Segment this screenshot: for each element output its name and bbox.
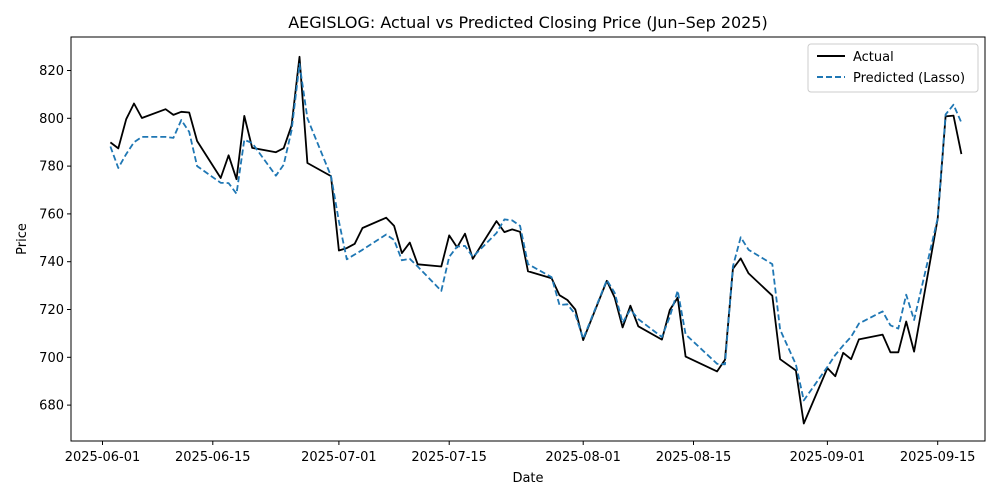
y-tick-label: 780 xyxy=(39,160,64,175)
x-tick-label: 2025-06-15 xyxy=(175,450,251,465)
x-tick-label: 2025-07-15 xyxy=(411,450,487,465)
legend-box xyxy=(807,43,979,93)
x-axis-label: Date xyxy=(512,471,543,486)
x-tick-label: 2025-06-01 xyxy=(65,450,141,465)
x-tick-label: 2025-07-01 xyxy=(301,450,377,465)
y-tick-label: 800 xyxy=(39,112,64,127)
y-tick-label: 760 xyxy=(39,207,64,222)
x-tick-label: 2025-08-15 xyxy=(656,450,732,465)
y-tick-label: 720 xyxy=(39,303,64,318)
legend-label-actual: Actual xyxy=(853,50,894,65)
x-tick-label: 2025-08-01 xyxy=(545,450,621,465)
legend-label-predicted: Predicted (Lasso) xyxy=(853,71,965,86)
y-tick-label: 740 xyxy=(39,255,64,270)
series-line-predicted-lasso xyxy=(109,63,963,402)
series-layer xyxy=(109,55,963,425)
x-tick-label: 2025-09-15 xyxy=(900,450,976,465)
legend: Actual Predicted (Lasso) xyxy=(807,43,979,93)
series-line-actual xyxy=(109,55,963,425)
y-axis-label: Price xyxy=(15,223,30,255)
y-tick-label: 680 xyxy=(39,399,64,414)
y-tick-label: 700 xyxy=(39,351,64,366)
x-tick-label: 2025-09-01 xyxy=(790,450,866,465)
x-axis: 2025-06-01 2025-06-15 2025-07-01 2025-07-15… xyxy=(65,441,976,465)
y-axis: 680 700 720 740 760 780 800 820 xyxy=(39,64,71,414)
plot-area-frame xyxy=(70,36,986,442)
chart-title: AEGISLOG: Actual vs Predicted Closing Pr… xyxy=(288,13,768,32)
y-tick-label: 820 xyxy=(39,64,64,79)
